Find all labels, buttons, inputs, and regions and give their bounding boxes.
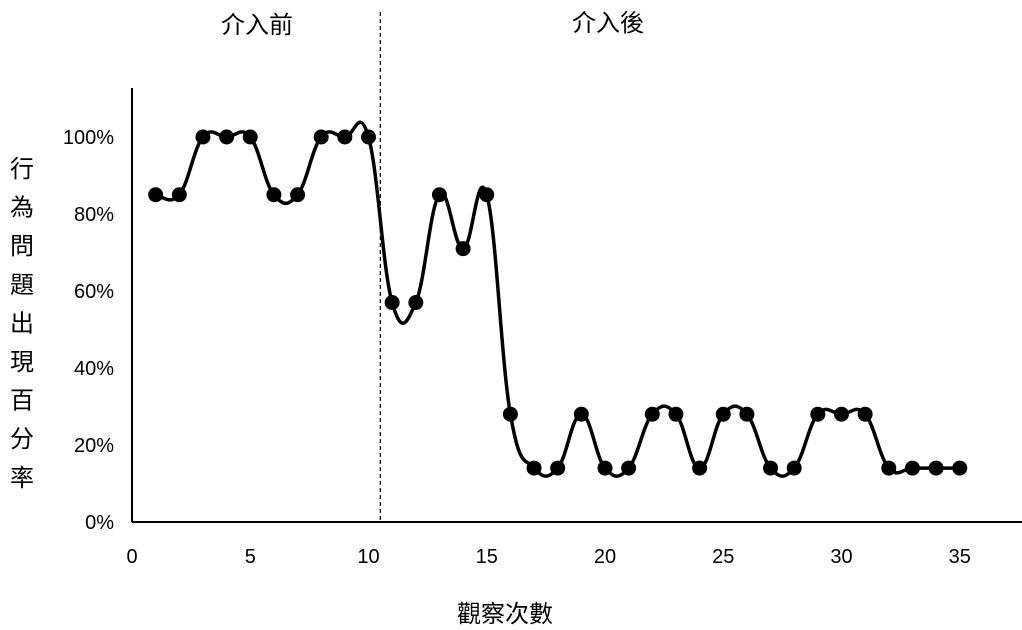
y-tick-label: 0% <box>85 512 114 534</box>
x-tick-label: 25 <box>712 546 734 568</box>
x-tick-label: 15 <box>476 546 498 568</box>
data-point <box>810 406 826 422</box>
data-point <box>266 187 282 203</box>
data-point <box>431 187 447 203</box>
data-point <box>952 460 968 476</box>
data-point <box>597 460 613 476</box>
data-point <box>834 406 849 422</box>
data-point <box>219 129 235 145</box>
data-point <box>715 406 731 422</box>
data-point <box>739 406 755 422</box>
data-point <box>455 241 471 257</box>
data-point <box>384 295 400 311</box>
data-point <box>526 460 542 476</box>
x-tick-label: 20 <box>594 546 616 568</box>
data-point <box>857 406 873 422</box>
data-point <box>148 187 164 203</box>
y-tick-label: 80% <box>74 204 114 226</box>
x-tick-label: 5 <box>245 546 256 568</box>
data-point <box>644 406 660 422</box>
phase-label-baseline: 介入前 <box>221 11 293 39</box>
data-point <box>763 460 779 476</box>
data-point <box>692 460 708 476</box>
tick-labels: 0% 20% 40% 60% 80% 100% 0 5 10 15 20 25 30 35 <box>63 127 971 568</box>
phase-labels: 介入前 介入後 <box>221 9 644 39</box>
data-point <box>361 129 376 145</box>
data-point <box>621 460 637 476</box>
x-tick-label: 0 <box>126 546 137 568</box>
x-axis-label: 觀察次數 <box>457 600 553 628</box>
data-point <box>881 460 897 476</box>
data-point <box>786 460 802 476</box>
data-point <box>408 295 424 311</box>
y-axis-label-char: 分 <box>10 425 34 453</box>
y-axis-label-char: 出 <box>10 309 34 337</box>
y-axis-label-char: 率 <box>10 464 34 492</box>
y-axis-label-char: 百 <box>10 387 34 415</box>
data-point <box>290 187 306 203</box>
data-point <box>668 406 684 422</box>
data-point <box>195 129 211 145</box>
phase-label-intervention: 介入後 <box>572 9 644 37</box>
y-axis-label-char: 為 <box>10 194 34 222</box>
data-point <box>171 187 187 203</box>
x-tick-label: 10 <box>357 546 379 568</box>
data-point <box>313 129 329 145</box>
data-point <box>502 406 518 422</box>
y-tick-label: 40% <box>74 358 114 380</box>
y-axis-label-char: 題 <box>10 271 34 299</box>
data-series <box>148 120 968 478</box>
data-point <box>479 187 495 203</box>
data-point <box>242 129 258 145</box>
data-point <box>928 460 944 476</box>
data-point <box>337 129 353 145</box>
data-point <box>904 460 920 476</box>
y-axis-label-char: 現 <box>10 348 34 376</box>
x-tick-label: 35 <box>949 546 971 568</box>
data-point <box>550 460 566 476</box>
y-tick-label: 100% <box>63 127 114 149</box>
y-tick-label: 20% <box>74 435 114 457</box>
y-tick-label: 60% <box>74 281 114 303</box>
y-axis-label-char: 行 <box>10 155 34 183</box>
axes <box>131 88 1022 523</box>
y-axis-label-char: 問 <box>10 232 34 260</box>
series-line <box>155 120 960 478</box>
data-point <box>573 406 589 422</box>
x-tick-label: 30 <box>830 546 852 568</box>
